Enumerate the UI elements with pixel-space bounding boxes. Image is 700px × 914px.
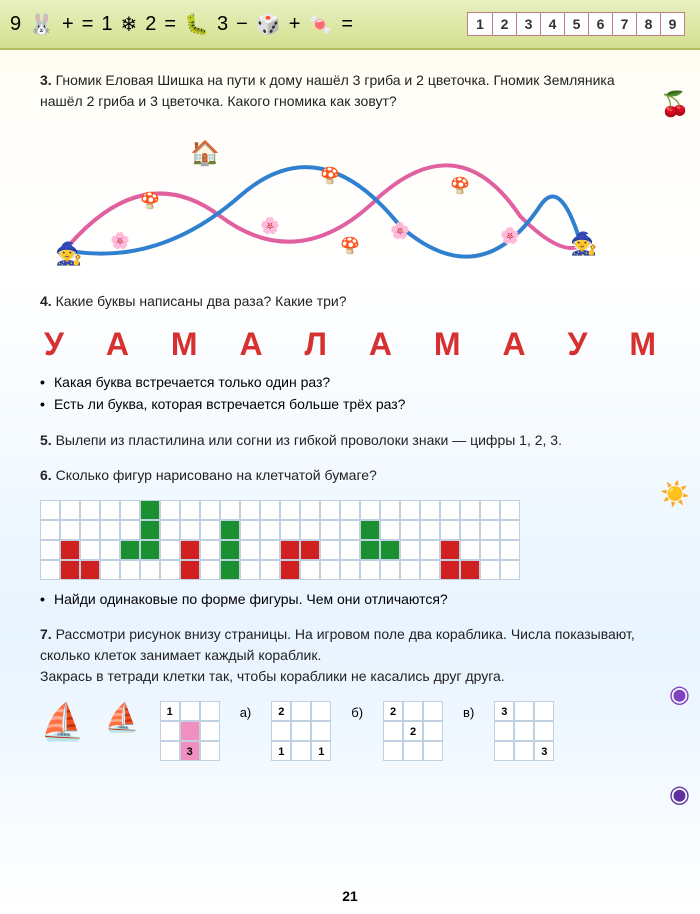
opt-b-label: б) xyxy=(351,705,363,720)
spiral-icon-1: ◉ xyxy=(669,680,690,709)
top-glyphs: 9🐰+=1❄2=🐛3−🎲+🍬= xyxy=(10,12,353,37)
task-4-text: Какие буквы написаны два раза? Какие три… xyxy=(56,293,347,309)
task-6-bullet-1: Найди одинаковые по форме фигуры. Чем он… xyxy=(40,588,660,610)
example-grid: 13 xyxy=(160,701,220,761)
task-7-text: Рассмотри рисунок внизу страницы. На игр… xyxy=(40,626,635,663)
svg-text:🌸: 🌸 xyxy=(260,216,280,235)
svg-text:🍄: 🍄 xyxy=(320,166,340,185)
opt-a-grid: 211 xyxy=(271,701,331,761)
boat-icon-1: ⛵ xyxy=(40,701,85,743)
svg-text:🧙: 🧙 xyxy=(570,231,597,256)
gnome-path-illustration: 🧙 🏠 🧙 🍄 🌸 🍄 🌸 🍄 🌸 🌸 🍄 xyxy=(40,136,600,276)
top-border: 9🐰+=1❄2=🐛3−🎲+🍬= 123456789 xyxy=(0,0,700,50)
task-7-cont: Закрась в тетради клетки так, чтобы кора… xyxy=(40,668,505,684)
opt-a-label: а) xyxy=(240,705,252,720)
boat-icon-2: ⛵ xyxy=(105,701,140,734)
task-4-num: 4. xyxy=(40,293,52,309)
task-6-num: 6. xyxy=(40,467,52,483)
opt-b-grid: 22 xyxy=(383,701,443,761)
svg-text:🍄: 🍄 xyxy=(340,236,360,255)
letters-row: УАМАЛАМАУМ xyxy=(40,326,660,363)
task-5-text: Вылепи из пластилина или согни из гибкой… xyxy=(56,432,562,448)
svg-text:🌸: 🌸 xyxy=(500,226,520,245)
svg-text:🍄: 🍄 xyxy=(140,191,160,210)
shapes-grid xyxy=(40,500,660,580)
task-6: 6. Сколько фигур нарисовано на клетчатой… xyxy=(40,465,660,486)
svg-text:🌸: 🌸 xyxy=(110,231,130,250)
task-7-num: 7. xyxy=(40,626,52,642)
task-5-num: 5. xyxy=(40,432,52,448)
page-number: 21 xyxy=(342,888,358,904)
task-4-bullet-1: Какая буква встречается только один раз? xyxy=(40,371,660,393)
task-4-bullet-2: Есть ли буква, которая встречается больш… xyxy=(40,393,660,415)
page-content: 3. Гномик Еловая Шишка на пути к дому на… xyxy=(0,50,700,771)
task-3: 3. Гномик Еловая Шишка на пути к дому на… xyxy=(40,70,660,112)
task-6-text: Сколько фигур нарисовано на клетчатой бу… xyxy=(56,467,377,483)
svg-text:🌸: 🌸 xyxy=(390,221,410,240)
task-7: 7. Рассмотри рисунок внизу страницы. На … xyxy=(40,624,660,687)
task-4: 4. Какие буквы написаны два раза? Какие … xyxy=(40,291,660,312)
svg-text:🍄: 🍄 xyxy=(450,176,470,195)
task-5: 5. Вылепи из пластилина или согни из гиб… xyxy=(40,430,660,451)
opt-v-grid: 33 xyxy=(494,701,554,761)
task-3-text: Гномик Еловая Шишка на пути к дому нашёл… xyxy=(40,72,615,109)
sun-icon: ☀️ xyxy=(660,480,690,509)
task-3-num: 3. xyxy=(40,72,52,88)
boats-row: ⛵ ⛵ 13 а) 211 б) 22 в) 33 xyxy=(40,701,660,761)
spiral-icon-2: ◉ xyxy=(669,780,690,809)
cherry-icon: 🍒 xyxy=(660,90,690,119)
page-number-row: 123456789 xyxy=(467,12,685,36)
svg-text:🏠: 🏠 xyxy=(190,140,220,167)
opt-v-label: в) xyxy=(463,705,474,720)
svg-text:🧙: 🧙 xyxy=(55,241,82,266)
